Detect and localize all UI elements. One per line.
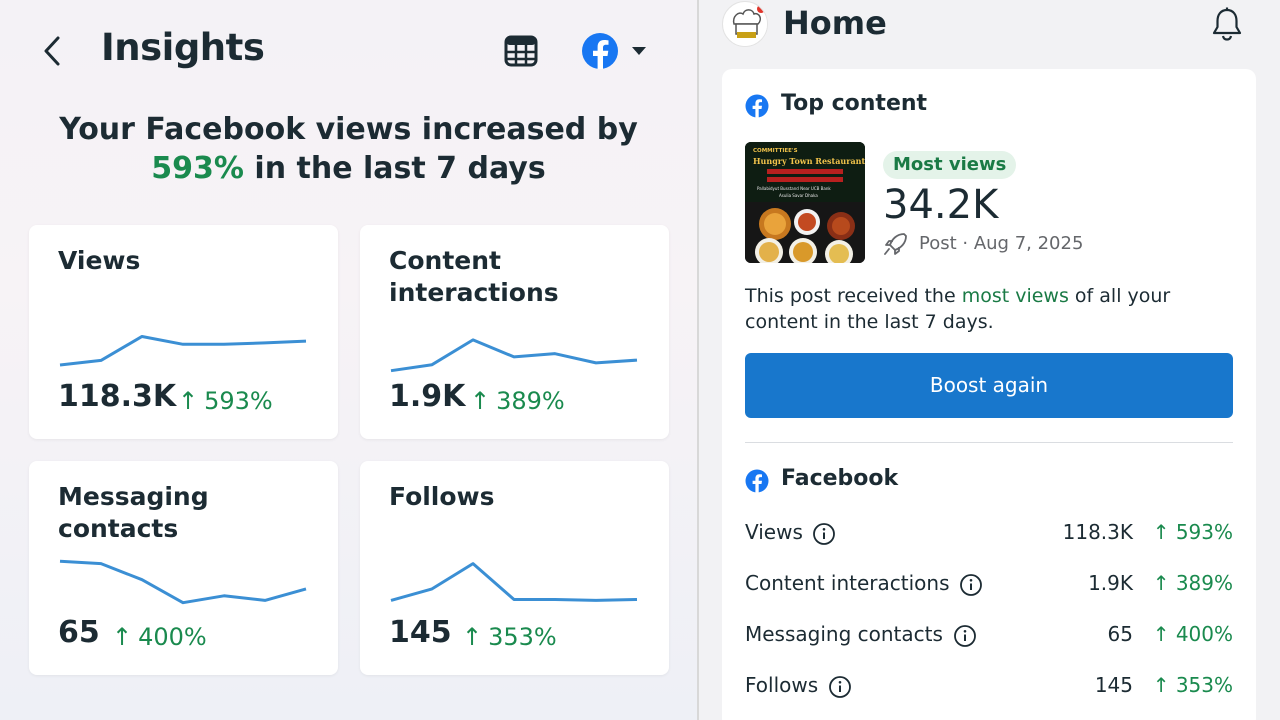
metric-label: Content interactions: [745, 571, 950, 595]
messaging-sparkline: [59, 559, 307, 605]
views-sparkline: [59, 334, 307, 367]
back-arrow-icon[interactable]: [38, 32, 68, 70]
top-content-title: Top content: [781, 91, 928, 116]
card-content-interactions[interactable]: Content interactions 1.9K ↑ 389%: [360, 225, 669, 439]
card-value: 65: [58, 615, 100, 650]
thumb-line2: Hungry Town Restaurant: [753, 156, 865, 166]
table-calendar-icon[interactable]: [504, 34, 538, 68]
post-meta: Post · Aug 7, 2025: [919, 233, 1084, 254]
metric-label: Messaging contacts: [745, 622, 943, 646]
sparkline-path: [59, 559, 307, 605]
page-avatar[interactable]: [722, 1, 768, 47]
card-value: 118.3K: [58, 379, 177, 414]
facebook-icon: [745, 469, 769, 493]
follows-sparkline: [390, 562, 638, 602]
thumb-line4: Asulia Savar Dhaka: [779, 193, 818, 198]
metric-row-follows[interactable]: Follows 145 ↑ 353%: [745, 671, 1233, 701]
sparkline-path: [390, 562, 638, 602]
interactions-sparkline: [390, 338, 638, 373]
metric-row-views[interactable]: Views 118.3K ↑ 593%: [745, 518, 1233, 548]
metric-value: 118.3K: [1062, 520, 1133, 544]
info-icon[interactable]: [812, 522, 836, 546]
page-title-home: Home: [783, 4, 887, 42]
boost-rocket-icon: [884, 233, 907, 255]
most-views-link: most views: [961, 285, 1069, 307]
top-content-value: 34.2K: [883, 182, 999, 228]
metric-label: Views: [745, 520, 803, 544]
top-content-description: This post received the most views of all…: [745, 285, 1171, 333]
info-icon[interactable]: [959, 573, 983, 597]
section-divider: [745, 442, 1233, 443]
metric-change: ↑ 400%: [1152, 622, 1233, 646]
card-change: ↑ 389%: [470, 387, 565, 415]
arrow-up-icon: ↑: [178, 387, 199, 415]
card-change: ↑ 400%: [112, 623, 207, 651]
card-follows[interactable]: Follows 145 ↑ 353%: [360, 461, 669, 675]
card-value: 145: [389, 615, 452, 650]
metric-value: 65: [1107, 622, 1133, 646]
card-title: Follows: [389, 482, 495, 511]
card-value: 1.9K: [389, 379, 466, 414]
card-change: ↑ 353%: [462, 623, 557, 651]
post-thumbnail[interactable]: COMMITTIEE'S Hungry Town Restaurant Pall…: [745, 142, 865, 263]
card-title: Views: [58, 246, 141, 275]
panel-divider: [697, 0, 699, 720]
card-title: Content interactions: [389, 246, 559, 307]
thumb-line1: COMMITTIEE'S: [753, 148, 798, 154]
metric-row-messaging-contacts[interactable]: Messaging contacts 65 ↑ 400%: [745, 620, 1233, 650]
info-icon[interactable]: [953, 624, 977, 648]
headline: Your Facebook views increased by 593% in…: [0, 110, 697, 188]
sparkline-path: [59, 334, 307, 367]
card-views[interactable]: Views 118.3K ↑ 593%: [29, 225, 338, 439]
boost-again-button[interactable]: Boost again: [745, 353, 1233, 418]
card-change: ↑ 593%: [178, 387, 273, 415]
facebook-section-title: Facebook: [781, 466, 899, 491]
headline-percent: 593%: [151, 151, 244, 186]
account-switcher[interactable]: [580, 31, 652, 71]
metric-change: ↑ 593%: [1152, 520, 1233, 544]
most-views-badge: Most views: [883, 151, 1017, 179]
headline-rest: in the last 7 days: [243, 151, 546, 186]
headline-line2: 593% in the last 7 days: [0, 149, 697, 188]
info-icon[interactable]: [828, 675, 852, 699]
metric-value: 1.9K: [1088, 571, 1133, 595]
arrow-up-icon: ↑: [462, 623, 483, 651]
page-title: Insights: [101, 26, 265, 69]
bell-icon[interactable]: [1208, 5, 1246, 43]
facebook-logo-icon: [582, 33, 618, 69]
sparkline-path: [390, 338, 638, 373]
metric-value: 145: [1094, 673, 1133, 697]
metric-label: Follows: [745, 673, 819, 697]
chevron-down-icon: [632, 47, 646, 55]
thumb-line3: Pallabidyut Busstand Near UCB Bank: [757, 186, 831, 191]
metric-row-content-interactions[interactable]: Content interactions 1.9K ↑ 389%: [745, 569, 1233, 599]
card-messaging-contacts[interactable]: Messaging contacts 65 ↑ 400%: [29, 461, 338, 675]
metric-change: ↑ 389%: [1152, 571, 1233, 595]
headline-line1: Your Facebook views increased by: [59, 112, 638, 147]
card-title: Messaging contacts: [58, 482, 209, 543]
arrow-up-icon: ↑: [112, 623, 133, 651]
facebook-icon: [745, 94, 769, 118]
metric-change: ↑ 353%: [1152, 673, 1233, 697]
arrow-up-icon: ↑: [470, 387, 491, 415]
